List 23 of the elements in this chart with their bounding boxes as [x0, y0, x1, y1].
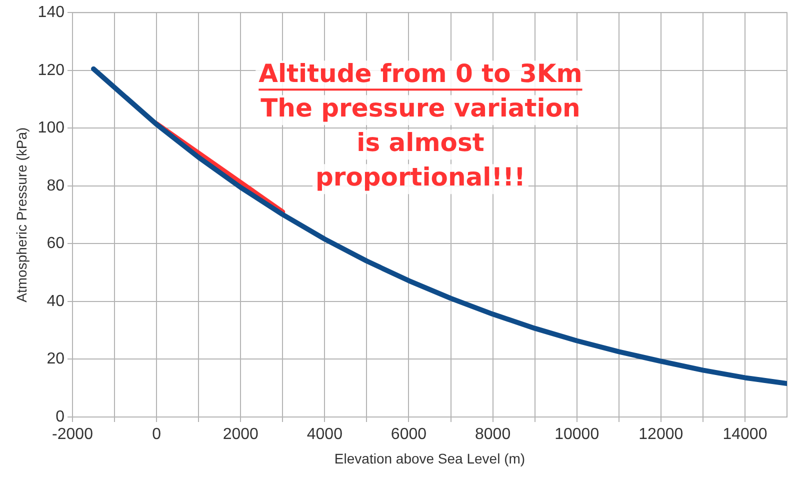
- y-tick-label: 40: [46, 292, 65, 310]
- x-tick-label: 0: [152, 426, 162, 444]
- x-tick-label: -2000: [52, 426, 94, 444]
- annotation: The pressure variation: [260, 94, 580, 123]
- x-tick-label: 8000: [474, 426, 511, 444]
- y-tick-label: 80: [46, 177, 65, 194]
- annotation: is almost: [356, 128, 484, 158]
- y-tick-label: 140: [38, 4, 65, 22]
- x-tick-label: 4000: [306, 426, 343, 444]
- y-tick-label: 20: [46, 350, 65, 368]
- x-tick-label: 6000: [390, 426, 427, 444]
- annotation: proportional!!!: [315, 162, 526, 192]
- annotation: Altitude from 0 to 3Km: [258, 59, 582, 88]
- y-tick-label: 60: [46, 235, 65, 252]
- y-tick-label: 0: [56, 408, 65, 426]
- x-tick-label: 2000: [222, 426, 259, 444]
- y-tick-label: 100: [38, 120, 65, 137]
- x-tick-label: 14000: [722, 426, 768, 444]
- y-tick-label: 120: [38, 62, 65, 79]
- x-tick-label: 12000: [638, 426, 684, 444]
- y-axis-title: Atmospheric Pressure (kPa): [13, 127, 30, 302]
- x-tick-label: 10000: [554, 426, 600, 444]
- x-axis-title: Elevation above Sea Level (m): [334, 450, 526, 466]
